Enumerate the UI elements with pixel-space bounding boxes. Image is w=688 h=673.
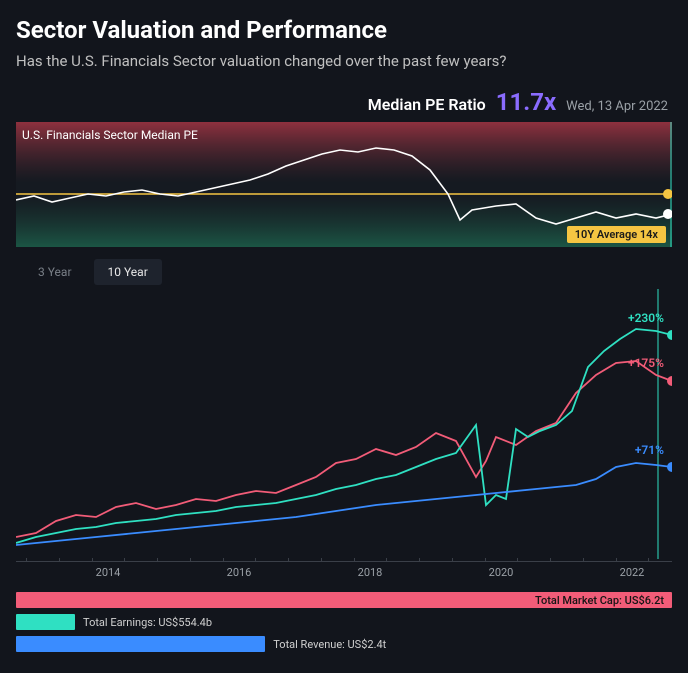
- xaxis-year: 2016: [227, 566, 252, 579]
- pe-ratio-value: 11.7x: [496, 88, 556, 116]
- page-title: Sector Valuation and Performance: [16, 16, 672, 44]
- summary-bar: Total Market Cap: US$6.2t: [16, 591, 672, 609]
- pct-label-earnings: +230%: [628, 311, 664, 325]
- pe-ratio-label: Median PE Ratio: [368, 95, 486, 114]
- pe-avg-pill: 10Y Average 14x: [567, 226, 666, 243]
- pe-date: Wed, 13 Apr 2022: [566, 99, 668, 114]
- summary-bar: Total Revenue: US$2.4t: [16, 635, 672, 653]
- summary-bar: Total Earnings: US$554.4b: [16, 613, 672, 631]
- tab-3-year[interactable]: 3 Year: [24, 259, 86, 285]
- performance-chart: +175% +230% +71%: [16, 289, 672, 559]
- pe-chart-title: U.S. Financials Sector Median PE: [22, 128, 198, 142]
- page-subtitle: Has the U.S. Financials Sector valuation…: [16, 52, 672, 70]
- pct-label-revenue: +71%: [635, 443, 664, 457]
- xaxis-year: 2014: [96, 566, 121, 579]
- pct-label-market_cap: +175%: [628, 356, 664, 370]
- xaxis-year: 2022: [620, 566, 645, 579]
- xaxis-year: 2018: [358, 566, 383, 579]
- range-tabs: 3 Year 10 Year: [16, 259, 672, 285]
- pe-header: Median PE Ratio 11.7x Wed, 13 Apr 2022: [16, 88, 672, 116]
- bar-label: Total Revenue: US$2.4t: [273, 638, 386, 651]
- tab-10-year[interactable]: 10 Year: [94, 259, 162, 285]
- bar-label: Total Earnings: US$554.4b: [83, 616, 212, 629]
- x-axis: 2014 2016 2018 2020 2022: [16, 561, 672, 585]
- performance-chart-svg: [16, 289, 672, 559]
- pe-chart: U.S. Financials Sector Median PE 10Y Ave…: [16, 122, 672, 247]
- xaxis-year: 2020: [489, 566, 514, 579]
- summary-bars: Total Market Cap: US$6.2t Total Earnings:…: [16, 591, 672, 653]
